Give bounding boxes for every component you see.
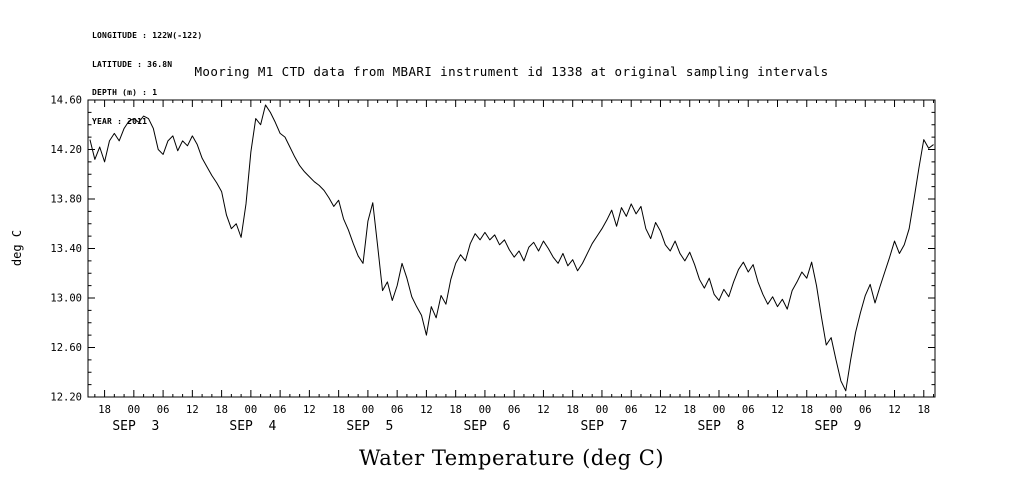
day-label: SEP 9	[815, 419, 862, 434]
x-tick-label: 06	[391, 404, 404, 416]
x-tick-label: 18	[800, 404, 813, 416]
x-tick-label: 12	[537, 404, 550, 416]
x-tick-label: 18	[215, 404, 228, 416]
x-tick-label: 00	[128, 404, 141, 416]
x-tick-label: 18	[98, 404, 111, 416]
chart-caption: Water Temperature (deg C)	[358, 446, 665, 470]
x-tick-label: 18	[917, 404, 930, 416]
x-tick-label: 00	[830, 404, 843, 416]
x-tick-label: 12	[654, 404, 667, 416]
meta-longitude: LONGITUDE : 122W(-122)	[92, 31, 203, 40]
x-tick-label: 12	[888, 404, 901, 416]
y-tick-label: 13.00	[50, 293, 82, 305]
x-tick-label: 00	[596, 404, 609, 416]
x-tick-label: 12	[420, 404, 433, 416]
x-tick-label: 06	[508, 404, 521, 416]
day-label: SEP 7	[580, 419, 627, 434]
meta-depth: DEPTH (m) : 1	[92, 88, 158, 97]
x-tick-label: 18	[449, 404, 462, 416]
x-tick-label: 06	[625, 404, 638, 416]
x-tick-label: 00	[245, 404, 258, 416]
meta-latitude: LATITUDE : 36.8N	[92, 59, 173, 69]
x-tick-label: 18	[566, 404, 579, 416]
day-label: SEP 8	[697, 419, 744, 434]
day-label: SEP 4	[229, 419, 276, 434]
x-tick-label: 06	[859, 404, 872, 416]
temperature-line	[89, 104, 934, 392]
x-tick-label: 18	[683, 404, 696, 416]
x-tick-label: 06	[274, 404, 287, 416]
day-label: SEP 6	[463, 419, 510, 434]
x-tick-label: 00	[479, 404, 492, 416]
day-label: SEP 5	[346, 419, 393, 434]
x-tick-label: 12	[303, 404, 316, 416]
x-tick-label: 06	[742, 404, 755, 416]
x-tick-label: 12	[186, 404, 199, 416]
plot-frame	[87, 99, 936, 398]
y-tick-label: 12.20	[50, 392, 82, 404]
y-tick-label: 13.40	[50, 243, 82, 255]
day-label: SEP 3	[112, 419, 159, 434]
x-tick-label: 12	[771, 404, 784, 416]
x-tick-label: 18	[332, 404, 345, 416]
x-tick-label: 00	[362, 404, 375, 416]
y-tick-label: 13.80	[50, 194, 82, 206]
chart-title: Mooring M1 CTD data from MBARI instrumen…	[194, 64, 829, 79]
y-tick-label: 14.60	[50, 95, 82, 107]
y-tick-label: 12.60	[50, 342, 82, 354]
y-tick-label: 14.20	[50, 144, 82, 156]
x-tick-label: 06	[157, 404, 170, 416]
x-tick-label: 00	[713, 404, 726, 416]
